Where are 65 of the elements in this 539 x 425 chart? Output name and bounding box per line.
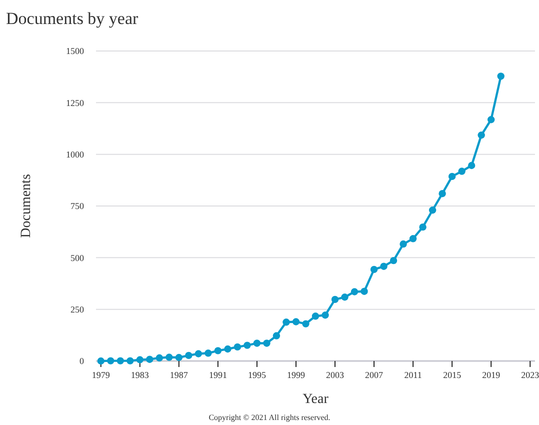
point [302,320,310,328]
point [428,206,436,214]
point [282,318,290,326]
point [126,357,134,364]
point [360,288,368,295]
point [292,318,300,326]
point [175,354,183,362]
point [341,294,348,301]
y-tick-label: 750 [70,201,84,212]
point [263,340,270,347]
x-tick-label: 2003 [326,370,345,380]
point [194,350,202,358]
point [97,357,104,365]
point [234,343,242,351]
point [156,354,164,362]
y-tick-label: 1500 [66,46,84,56]
x-tick-label: 1987 [170,370,188,380]
y-tick-label: 1000 [66,149,84,160]
point [478,132,485,139]
x-tick-label: 1979 [92,370,110,380]
x-tick-label: 2019 [482,370,501,380]
point [244,342,251,349]
point [331,296,339,304]
point [224,345,232,353]
y-tick-label: 250 [70,304,84,314]
y-tick-label: 0 [80,356,84,366]
point [497,72,504,80]
point [107,357,114,364]
point [488,116,495,124]
x-tick-label: 2015 [443,370,462,380]
point [409,235,417,242]
point [390,256,398,264]
point [438,190,446,198]
x-axis-title: Year [302,392,329,407]
point [185,352,192,360]
point [166,354,173,361]
point [468,162,476,170]
x-tick-label: 1995 [248,370,266,380]
x-tick-label: 2011 [404,370,422,380]
x-tick-label: 1983 [130,370,150,380]
point [253,340,261,347]
x-tick-label: 1991 [208,370,227,380]
point [400,240,407,248]
x-tick-label: 2023 [521,370,539,380]
x-tick-label: 1999 [286,370,306,380]
point [136,356,144,364]
point [214,347,222,354]
point [272,332,280,340]
chart-title: Documents by year [6,9,139,28]
point [380,262,388,270]
y-axis-title: Documents [19,174,34,238]
y-tick-label: 500 [70,252,84,263]
point [458,168,466,175]
point [204,350,212,357]
point [419,223,426,231]
point [146,356,154,363]
point [322,312,329,319]
point [350,288,358,296]
point [448,172,456,180]
point [312,312,320,320]
text: Copyright © 2021 All rights reserved. [208,413,330,422]
y-tick-label: 1250 [66,98,84,108]
point [370,266,378,274]
x-tick-label: 2007 [365,370,384,380]
point [116,357,124,364]
